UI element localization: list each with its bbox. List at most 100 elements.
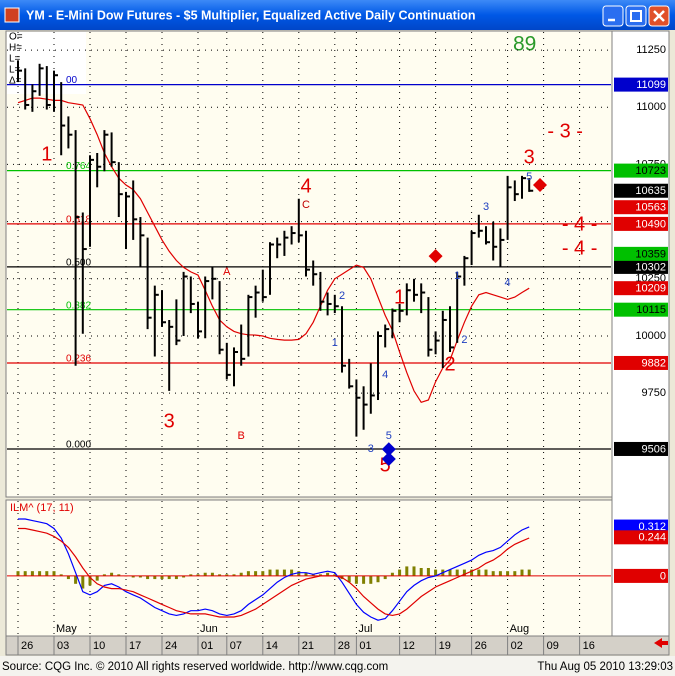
maximize-button[interactable]	[625, 5, 647, 27]
histogram-bar	[45, 571, 49, 576]
x-tick-label: 21	[302, 640, 314, 652]
x-tick-label: 28	[338, 640, 350, 652]
value-box	[614, 216, 668, 231]
histogram-bar	[506, 571, 510, 576]
ohlc-field: O=	[9, 32, 23, 43]
histogram-bar	[52, 571, 56, 576]
histogram-bar	[462, 569, 466, 576]
histogram-bar	[246, 571, 250, 576]
fib-label: 0.618	[66, 215, 91, 226]
histogram-bar	[81, 575, 85, 589]
fib-label: 0.382	[66, 300, 91, 311]
histogram-bar	[470, 569, 474, 576]
ohlc-field: Δ=	[9, 76, 22, 87]
value-box-label: 10563	[635, 202, 666, 214]
histogram-bar	[95, 575, 99, 581]
histogram-bar	[369, 575, 373, 584]
counter: 89	[513, 33, 536, 56]
month-label: May	[56, 623, 77, 635]
month-label: Jul	[358, 623, 372, 635]
wave-label: 3	[524, 147, 535, 169]
histogram-bar	[182, 575, 186, 578]
histogram-bar	[311, 574, 315, 576]
date-axis	[5, 635, 670, 656]
footer	[0, 656, 675, 676]
histogram-bar	[304, 572, 308, 576]
histogram-bar	[477, 569, 481, 576]
wave-label: C	[302, 199, 310, 211]
month-label: Jun	[200, 623, 218, 635]
histogram-bar	[448, 569, 452, 576]
histogram-bar	[347, 575, 351, 583]
title-bar	[0, 0, 675, 30]
fib-label: 0.236	[66, 354, 91, 365]
wave-label: 2	[444, 353, 455, 375]
histogram-bar	[16, 571, 20, 576]
histogram-bar	[513, 571, 517, 576]
wave-label: 3	[368, 443, 374, 455]
histogram-bar	[383, 575, 387, 580]
x-tick-label: 01	[359, 640, 371, 652]
x-tick-label: 09	[547, 640, 559, 652]
x-tick-label: 07	[230, 640, 242, 652]
wave-label: - 4 -	[562, 237, 598, 259]
value-box-label: 9882	[642, 357, 666, 369]
histogram-bar	[326, 572, 330, 576]
signal-diamond	[381, 442, 396, 457]
wave-label: A	[223, 266, 231, 278]
app-icon	[4, 7, 20, 23]
ohlc-field: L=	[9, 65, 21, 76]
value-box-label: 0.244	[638, 532, 666, 544]
histogram-bar	[167, 575, 171, 580]
window-buttons[interactable]	[602, 5, 670, 27]
wave-label: 1	[41, 144, 52, 166]
maximize-icon	[630, 10, 642, 22]
wave-label: 4	[505, 277, 511, 289]
histogram-bar	[318, 574, 322, 576]
histogram-bar	[23, 571, 27, 576]
value-box-label: 11099	[636, 79, 666, 91]
histogram-bar	[189, 574, 193, 576]
histogram-bar	[362, 575, 366, 584]
histogram-bar	[174, 575, 178, 580]
histogram-bar	[88, 575, 92, 586]
oscillator-title: ILM^ (17, 11)	[10, 502, 74, 514]
histogram-bar	[491, 571, 495, 576]
x-tick-label: 02	[511, 640, 523, 652]
value-box-label: 9506	[642, 443, 666, 455]
histogram-bar	[412, 566, 416, 576]
minimize-button[interactable]	[602, 5, 624, 27]
wave-label: 3	[164, 410, 175, 432]
x-tick-label: 14	[266, 640, 278, 652]
x-tick-label: 17	[129, 640, 141, 652]
histogram-bar	[275, 569, 279, 576]
histogram-bar	[333, 574, 337, 576]
wave-label: 4	[300, 176, 311, 198]
fib-label: 00	[66, 75, 78, 86]
x-tick-label: 10	[93, 640, 105, 652]
x-tick-label: 16	[583, 640, 595, 652]
histogram-bar	[282, 569, 286, 576]
value-box	[614, 246, 668, 261]
wave-label: 5	[380, 455, 391, 477]
histogram-bar	[261, 571, 265, 576]
value-box	[614, 530, 668, 545]
value-box	[614, 183, 668, 198]
signal-diamond	[533, 178, 547, 193]
histogram-bar	[218, 574, 222, 576]
histogram-bar	[210, 572, 214, 576]
histogram-bar	[297, 571, 301, 576]
histogram-bar	[66, 575, 70, 580]
close-icon	[653, 10, 665, 22]
moving-average	[17, 97, 530, 404]
y-tick-label: 10000	[635, 330, 666, 342]
histogram-bar	[455, 569, 459, 576]
histogram-bar	[131, 575, 135, 578]
histogram-bar	[484, 569, 488, 576]
histogram-bar	[203, 572, 207, 576]
x-tick-label: 26	[21, 640, 33, 652]
scroll-arrow[interactable]	[654, 638, 668, 648]
price-panel	[5, 30, 613, 498]
histogram-bar	[426, 568, 430, 576]
histogram-bar	[268, 569, 272, 576]
